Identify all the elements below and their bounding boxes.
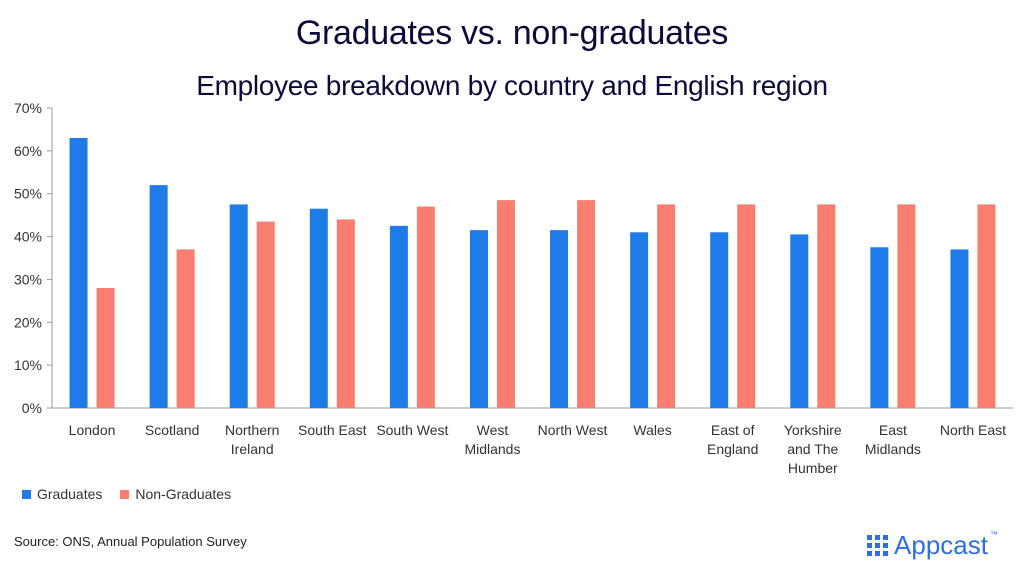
appcast-logo-tm: ™ xyxy=(990,530,998,539)
legend-item-graduates: Graduates xyxy=(22,486,102,502)
bar-graduates xyxy=(389,225,408,408)
y-tick-label: 0% xyxy=(22,400,42,416)
y-tick-label: 70% xyxy=(14,100,42,116)
bar-non-graduates xyxy=(496,200,515,408)
bar-graduates xyxy=(149,185,168,408)
bar-graduates xyxy=(550,230,569,408)
bar-graduates xyxy=(790,234,809,408)
y-tick-label: 10% xyxy=(14,357,42,373)
x-category-label: Yorkshire and The Humber xyxy=(784,422,842,476)
legend-swatch-graduates xyxy=(22,489,31,499)
chart-title: Graduates vs. non-graduates xyxy=(295,14,729,52)
bar-non-graduates xyxy=(817,204,836,408)
source-note: Source: ONS, Annual Population Survey xyxy=(14,534,247,549)
x-category-label: East Midlands xyxy=(865,422,921,457)
legend-label-non-graduates: Non-Graduates xyxy=(135,486,232,502)
bar-graduates xyxy=(469,230,488,408)
x-category-label: Scotland xyxy=(145,422,199,438)
bar-non-graduates xyxy=(577,200,596,408)
legend-swatch-non-graduates xyxy=(120,489,130,499)
appcast-logo-text: Appcast xyxy=(894,530,988,560)
bar-non-graduates xyxy=(416,206,435,408)
y-tick-label: 50% xyxy=(14,186,42,202)
x-category-label: East of England xyxy=(707,422,758,457)
bar-graduates xyxy=(229,204,248,408)
bar-graduates xyxy=(950,249,969,408)
legend-item-non-graduates: Non-Graduates xyxy=(120,486,231,502)
appcast-logo: Appcast ™ xyxy=(867,530,998,561)
bar-graduates xyxy=(69,138,88,408)
x-category-label: South East xyxy=(298,422,367,438)
x-category-label: North East xyxy=(940,422,1006,438)
x-category-label: West Midlands xyxy=(464,422,520,457)
legend-label-graduates: Graduates xyxy=(37,486,103,502)
x-category-label: Wales xyxy=(633,422,671,438)
bar-non-graduates xyxy=(977,204,996,408)
y-tick-label: 30% xyxy=(14,271,42,287)
bar-non-graduates xyxy=(737,204,756,408)
y-tick-label: 60% xyxy=(14,143,42,159)
bar-non-graduates xyxy=(96,288,115,408)
appcast-logo-mark-icon xyxy=(867,535,889,556)
bar-graduates xyxy=(309,208,328,408)
y-tick-label: 40% xyxy=(14,229,42,245)
chart-subtitle: Employee breakdown by country and Englis… xyxy=(196,70,828,101)
x-category-label: South West xyxy=(376,422,448,438)
bar-graduates xyxy=(870,247,889,408)
bar-chart: 0% 10% 20% 30% 40% 50% 60% 70% London Scotland Nor… xyxy=(14,100,1013,476)
x-category-label: North West xyxy=(538,422,608,438)
bar-graduates xyxy=(710,232,729,408)
bar-graduates xyxy=(630,232,649,408)
x-category-label: Northern Ireland xyxy=(225,422,279,457)
bar-non-graduates xyxy=(176,249,195,408)
x-category-label: London xyxy=(69,422,116,438)
bar-non-graduates xyxy=(336,219,355,408)
bar-non-graduates xyxy=(256,221,275,408)
bar-non-graduates xyxy=(897,204,916,408)
y-tick-label: 20% xyxy=(14,314,42,330)
legend: Graduates Non-Graduates xyxy=(22,486,231,502)
bar-non-graduates xyxy=(657,204,676,408)
